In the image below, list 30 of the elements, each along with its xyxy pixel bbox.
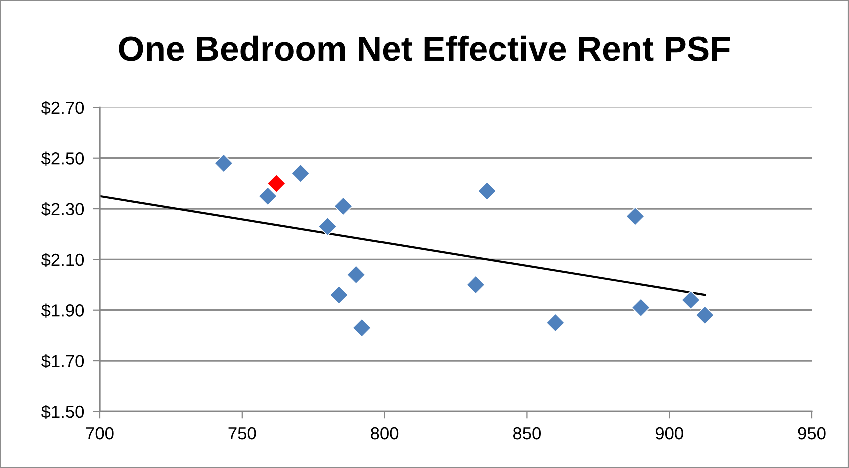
y-tick-label: $1.70 [41, 354, 84, 369]
point [258, 186, 278, 206]
point [346, 265, 366, 284]
x-tick-label: 950 [798, 427, 826, 440]
point [632, 298, 651, 318]
point [267, 174, 286, 194]
point [681, 290, 700, 310]
y-tick-label: $2.10 [41, 253, 84, 268]
point [214, 154, 234, 173]
y-tick-label: $2.50 [41, 152, 84, 166]
point [352, 318, 372, 338]
point [546, 314, 566, 333]
point [478, 182, 497, 201]
point [696, 306, 715, 325]
y-tick-label: $1.50 [41, 405, 84, 420]
point [466, 276, 486, 295]
point [334, 197, 353, 216]
x-tick-label: 700 [86, 427, 114, 440]
point [626, 207, 645, 226]
y-tick-label: $1.90 [41, 304, 84, 318]
y-tick-label: $2.70 [41, 101, 84, 116]
point [330, 286, 349, 305]
x-tick-label: 800 [371, 427, 399, 440]
x-tick-label: 900 [656, 427, 684, 440]
point [291, 164, 310, 184]
y-tick-label: $2.30 [41, 202, 84, 217]
x-tick-label: 750 [228, 427, 256, 440]
chart-title: One Bedroom Net Effective Rent PSF [119, 36, 730, 62]
x-tick-label: 850 [513, 427, 542, 440]
point [318, 217, 338, 236]
